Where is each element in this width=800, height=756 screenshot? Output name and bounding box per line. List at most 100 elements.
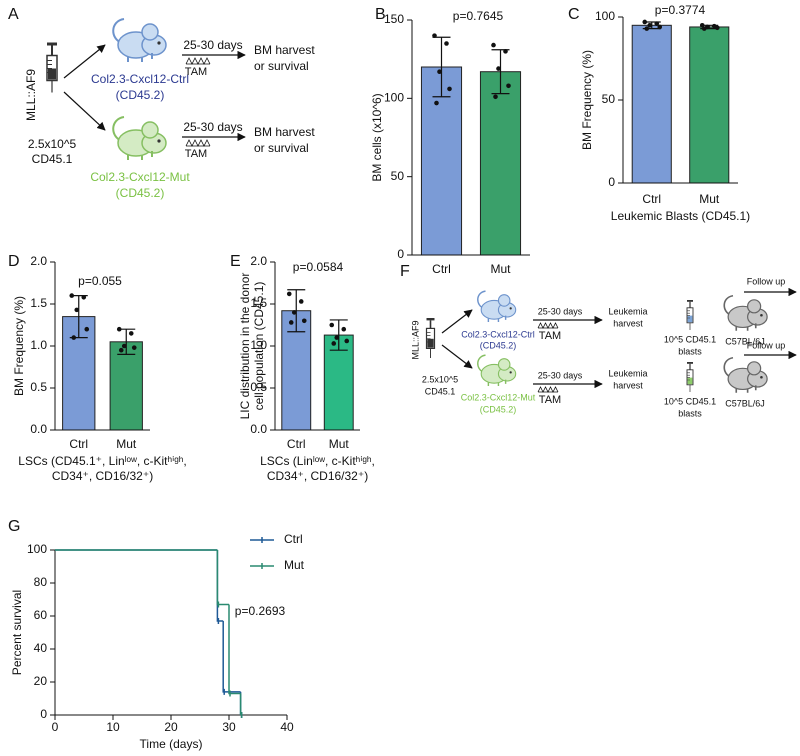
syringe [686,300,694,330]
y-tick-label: 20 [34,674,48,688]
legend-label: Mut [284,558,305,572]
panel-label: B [375,6,386,23]
bar [479,71,522,256]
y-tick-label: 0.5 [30,380,47,394]
y-tick-label: 1.5 [250,296,267,310]
panel-label: E [230,253,241,270]
panel-label: D [8,253,20,270]
tam-icon [537,386,559,393]
x-tick-label: Ctrl [432,262,451,276]
x-tick-label: Ctrl [287,437,306,451]
bar [109,341,143,431]
y-tick-label: 0 [40,707,47,721]
y-tick-label: 60 [34,608,48,622]
followup-label: Follow up [747,340,786,350]
followup-label: Follow up [747,276,786,286]
survival-step [228,604,241,697]
harvest-label: Leukemia [608,368,647,378]
data-point [657,24,663,30]
legend-swatch [250,537,274,543]
mouse-icon [477,355,516,387]
y-tick-label: 2.0 [250,254,267,268]
y-axis-label: BM Frequency (%) [580,50,594,150]
data-point [71,335,77,340]
mouse-icon [113,117,166,160]
error-bar [329,319,348,351]
data-point [699,23,705,28]
panel-label: C [568,6,580,23]
y-axis-label: BM cells (x10^6) [370,93,384,181]
mouse-icon [113,19,166,62]
x-tick-label: 30 [222,720,236,734]
tam-icon [185,57,211,65]
data-point [84,326,90,332]
data-point [714,25,720,31]
panel-label: F [400,263,410,280]
data-point [437,69,442,74]
arrow [441,309,473,334]
syringe [686,362,694,392]
y-tick-label: 100 [27,542,47,556]
x-tick-label: 0 [52,720,59,734]
time-label: 25-30 days [538,370,583,380]
y-axis-label: LIC distribution in the donor [238,273,252,420]
y-tick-label: 1.0 [250,338,267,352]
x-tick-label: 20 [164,720,178,734]
x-axis-label: Leukemic Blasts (CD45.1) [611,209,750,223]
y-axis-label: cell population (CD45.1) [252,282,266,411]
y-axis-label: Percent survival [10,590,24,675]
y-tick-label: 80 [34,575,48,589]
data-point [432,33,437,38]
data-point [434,100,439,106]
mouse-icon [477,291,516,323]
x-axis-label: Time (days) [140,737,203,751]
arrow [441,344,473,369]
data-point [116,326,122,332]
data-point [118,347,124,353]
group-marker: (CD45.2) [480,340,517,350]
annotation: p=0.3774 [655,3,706,17]
syringe [425,318,436,358]
bar [631,24,672,184]
annotation: p=0.0584 [293,260,344,274]
data-point [331,341,337,346]
data-point [128,331,134,336]
group-marker: (CD45.2) [116,186,165,200]
y-tick-label: 50 [602,92,616,106]
x-tick-label: 40 [280,720,294,734]
recipient-label: C57BL/6J [725,336,765,346]
annotation: p=0.055 [78,274,122,288]
time-label: 25-30 days [183,120,242,134]
y-tick-label: 100 [384,91,404,105]
data-point [291,310,297,315]
diagram-f: F MLL::AF9 2.5x10^5 CD45.1 Col2.3-Cxcl12… [400,263,797,418]
treatment-label: TAM [185,148,207,160]
recipient-label: C57BL/6J [725,398,765,408]
tam-icon [537,322,559,329]
survival-step [216,550,229,608]
annotation: p=0.7645 [453,9,504,23]
time-label: 25-30 days [183,38,242,52]
y-tick-label: 0 [397,247,404,261]
group-label: Col2.3-Cxcl12-Mut [461,392,536,402]
data-point [503,49,508,54]
survival-step [216,550,224,624]
group-marker: (CD45.2) [116,88,165,102]
harvest-label: Leukemia [608,306,647,316]
arrow [63,44,106,79]
data-point [298,299,304,304]
x-tick-label: Mut [116,437,137,451]
y-tick-label: 1.5 [30,296,47,310]
annotation: p=0.2693 [235,604,286,618]
data-point [69,293,75,298]
group-label: Col2.3-Cxcl12-Ctrl [461,329,535,339]
legend-label: Ctrl [284,532,303,546]
data-point [334,335,340,340]
group-marker: (CD45.2) [480,404,517,414]
survival-step [222,620,241,695]
x-tick-label: 10 [106,720,120,734]
outcome-label: BM harvest [254,43,315,57]
data-point [491,42,496,48]
y-tick-label: 100 [595,9,615,23]
panel-label: G [8,518,20,535]
